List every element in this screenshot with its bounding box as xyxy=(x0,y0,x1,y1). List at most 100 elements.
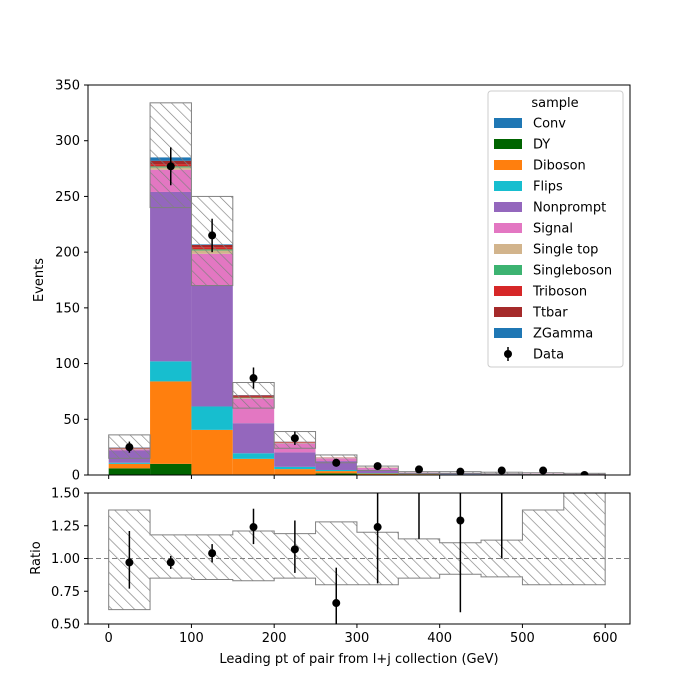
bar-nonprompt-bin-2 xyxy=(191,285,233,407)
bar-diboson-bin-6 xyxy=(356,473,399,475)
legend-swatch-singleboson xyxy=(494,265,522,275)
legend-label-signal: Signal xyxy=(533,222,573,237)
main-y-axis-title: Events xyxy=(32,258,47,302)
ratio-x-tick-label: 100 xyxy=(179,631,204,646)
ratio-y-tick-label: 1.25 xyxy=(51,519,80,534)
data-point-6 xyxy=(373,462,382,471)
data-point-10 xyxy=(539,466,548,475)
ratio-x-tick-label: 400 xyxy=(427,631,452,646)
main-x-axis xyxy=(108,475,606,479)
bar-nonprompt-bin-1 xyxy=(150,191,192,362)
ratio-point-2 xyxy=(208,549,217,558)
ratio-y-tick-label: 1.50 xyxy=(51,487,80,502)
main-y-tick-label: 250 xyxy=(55,190,80,205)
data-point-2 xyxy=(208,231,217,240)
bar-diboson-bin-4 xyxy=(274,469,316,475)
legend-swatch-diboson xyxy=(494,160,522,170)
bar-diboson-bin-2 xyxy=(191,429,233,475)
legend-swatch-signal xyxy=(494,223,522,233)
ratio-y-axis: 0.50 0.75 1.00 1.25 1.50 xyxy=(51,487,88,633)
bar-flips-bin-0 xyxy=(108,462,151,464)
ratio-point-0 xyxy=(125,558,134,567)
legend-label-zgamma: ZGamma xyxy=(533,327,593,342)
legend-label-singleboson: Singleboson xyxy=(533,264,612,279)
ratio-point-3 xyxy=(249,523,258,532)
bar-flips-bin-4 xyxy=(274,466,316,470)
ratio-point-4 xyxy=(290,545,299,554)
ratio-panel: 0.50 0.75 1.00 1.25 1.50 0 100 200 300 400 500 600… xyxy=(29,476,631,667)
bar-diboson-bin-5 xyxy=(315,471,357,474)
data-point-9 xyxy=(497,466,506,475)
data-points xyxy=(125,147,589,475)
bar-flips-bin-6 xyxy=(356,472,399,474)
ratio-x-tick-label: 0 xyxy=(105,631,113,646)
data-point-3 xyxy=(249,374,258,383)
bar-diboson-bin-3 xyxy=(232,458,275,475)
data-point-4 xyxy=(290,434,299,443)
bar-diboson-bin-0 xyxy=(108,463,151,469)
main-y-tick-label: 50 xyxy=(63,413,80,428)
ratio-y-tick-label: 0.50 xyxy=(51,618,80,633)
legend-swatch-ttbar xyxy=(494,307,522,317)
main-y-tick-label: 350 xyxy=(55,79,80,94)
legend-swatch-zgamma xyxy=(494,328,522,338)
x-axis-title: Leading pt of pair from l+j collection (… xyxy=(219,652,498,667)
legend-label-conv: Conv xyxy=(533,117,566,132)
main-y-tick-label: 0 xyxy=(72,469,80,484)
legend-label-data: Data xyxy=(533,348,564,363)
ratio-y-axis-title: Ratio xyxy=(29,541,44,574)
data-point-8 xyxy=(456,467,465,475)
ratio-x-tick-label: 500 xyxy=(510,631,535,646)
ratio-x-axis: 0 100 200 300 400 500 600 xyxy=(105,624,618,646)
legend-swatch-data xyxy=(504,350,512,358)
legend-swatch-flips xyxy=(494,181,522,191)
legend-title: sample xyxy=(531,96,578,111)
bar-dy-bin-5 xyxy=(315,473,357,475)
legend-label-flips: Flips xyxy=(533,180,563,195)
bar-flips-bin-5 xyxy=(315,469,357,472)
legend-label-dy: DY xyxy=(533,138,550,153)
ratio-y-tick-label: 1.00 xyxy=(51,552,80,567)
legend-label-diboson: Diboson xyxy=(533,159,586,174)
bar-flips-bin-2 xyxy=(191,406,233,430)
ratio-point-1 xyxy=(166,558,175,567)
legend-swatch-dy xyxy=(494,139,522,149)
bar-dy-bin-1 xyxy=(150,463,192,475)
bar-flips-bin-3 xyxy=(232,453,275,459)
bar-flips-bin-1 xyxy=(150,361,192,382)
main-y-tick-label: 100 xyxy=(55,357,80,372)
legend-swatch-triboson xyxy=(494,286,522,296)
ratio-point-8 xyxy=(456,516,465,525)
main-panel: 0 50 100 150 200 250 300 350 Events sample Conv… xyxy=(32,79,631,484)
data-point-7 xyxy=(414,465,423,474)
legend-swatch-single-top xyxy=(494,244,522,254)
legend-label-triboson: Triboson xyxy=(532,285,587,300)
data-point-5 xyxy=(332,458,341,467)
ratio-point-9 xyxy=(498,476,506,484)
legend-label-single-top: Single top xyxy=(533,243,598,258)
ratio-point-6 xyxy=(373,523,382,532)
ratio-x-tick-label: 200 xyxy=(262,631,287,646)
main-y-tick-label: 150 xyxy=(55,301,80,316)
ratio-x-tick-label: 600 xyxy=(593,631,618,646)
bar-nonprompt-bin-6 xyxy=(356,469,399,473)
ratio-x-tick-label: 300 xyxy=(345,631,370,646)
bar-nonprompt-bin-4 xyxy=(274,452,316,467)
ratio-y-tick-label: 0.75 xyxy=(51,585,80,600)
main-y-axis: 0 50 100 150 200 250 300 350 xyxy=(55,79,88,484)
legend-swatch-nonprompt xyxy=(494,202,522,212)
legend-label-ttbar: Ttbar xyxy=(532,306,568,321)
data-point-1 xyxy=(166,162,175,171)
legend-swatch-conv xyxy=(494,118,522,128)
main-y-tick-label: 200 xyxy=(55,246,80,261)
main-plot-frame xyxy=(87,84,631,476)
data-point-0 xyxy=(125,443,134,452)
ratio-point-7 xyxy=(415,482,423,490)
ratio-points xyxy=(125,476,506,624)
bar-dy-bin-0 xyxy=(108,468,151,475)
main-y-tick-label: 300 xyxy=(55,134,80,149)
ratio-point-5 xyxy=(332,599,341,608)
bar-nonprompt-bin-3 xyxy=(232,423,275,454)
legend: sample Conv DY Diboson Flips Nonprompt Signal… xyxy=(487,90,624,368)
